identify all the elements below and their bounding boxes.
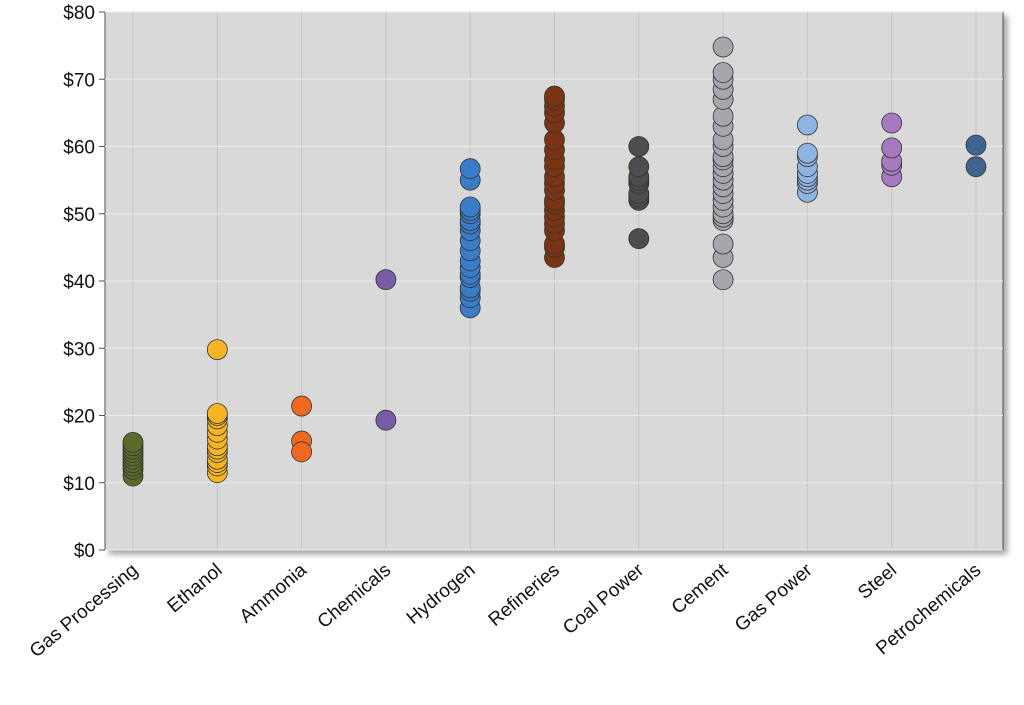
y-tick-label: $40 — [63, 272, 95, 293]
dot — [712, 36, 734, 58]
x-tick-label: Chemicals — [314, 560, 395, 633]
dot — [459, 158, 481, 180]
x-tick-label: Cement — [668, 559, 733, 618]
dot — [375, 269, 397, 291]
x-tick-label: Coal Power — [559, 559, 648, 639]
x-tick-label: Refineries — [485, 560, 564, 631]
dot — [712, 62, 734, 83]
y-tick-label: $80 — [63, 3, 95, 24]
dot — [291, 395, 313, 417]
x-tick-label: Gas Power — [731, 559, 817, 636]
dot — [628, 156, 650, 178]
x-tick-label: Ammonia — [236, 559, 311, 627]
dot — [628, 228, 650, 250]
y-tick-label: $0 — [74, 541, 95, 562]
dot — [544, 85, 565, 107]
y-tick-label: $50 — [63, 205, 95, 226]
dot — [797, 142, 818, 164]
dot — [965, 134, 987, 156]
y-tick-label: $70 — [63, 70, 95, 91]
dot — [375, 409, 397, 431]
y-tick-label: $10 — [63, 474, 95, 495]
x-tick-label: Hydrogen — [403, 560, 480, 629]
dot — [206, 403, 228, 424]
dot — [712, 233, 734, 255]
dot — [291, 441, 313, 463]
x-tick-label: Gas Processing — [26, 560, 142, 662]
x-tick-label: Ethanol — [164, 560, 227, 618]
dot — [965, 156, 987, 178]
dot — [881, 112, 903, 134]
y-tick-label: $30 — [63, 339, 95, 360]
dot — [712, 269, 734, 291]
dot — [881, 137, 903, 159]
dot — [122, 431, 144, 453]
y-tick-label: $60 — [63, 138, 95, 159]
dot — [797, 114, 818, 136]
x-tick-label: Steel — [854, 560, 901, 604]
dot — [206, 339, 228, 360]
y-tick-label: $20 — [63, 407, 95, 428]
dot — [628, 136, 650, 157]
dot — [459, 196, 481, 218]
